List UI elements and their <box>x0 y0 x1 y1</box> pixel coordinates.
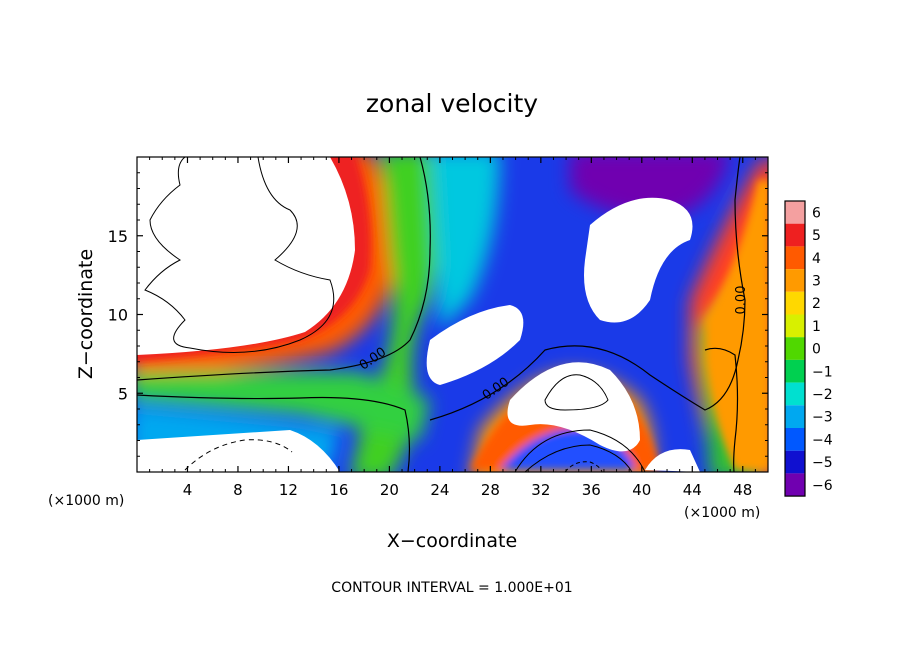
x-tick-label: 28 <box>481 481 500 499</box>
dashed-contour-bottom-mid <box>564 461 603 472</box>
inner-contour-left <box>144 157 335 353</box>
zero-contour-arc <box>429 157 746 421</box>
x-tick-label: 24 <box>430 481 449 499</box>
colorbar-swatch <box>785 359 805 383</box>
inner-contour-arc-2 <box>524 444 633 472</box>
colorbar-label: −3 <box>812 410 833 426</box>
colorbar-swatch <box>785 201 805 224</box>
x-tick-label: 36 <box>582 481 601 499</box>
inner-contour-arc <box>514 429 646 472</box>
colorbar-swatch <box>785 473 805 497</box>
x-tick-label: 48 <box>733 481 752 499</box>
contour-interval-note: CONTOUR INTERVAL = 1.000E+01 <box>331 580 572 596</box>
colorbar-swatch <box>785 246 805 270</box>
colorbar-label: 2 <box>812 296 821 312</box>
colorbar-swatch <box>785 405 805 428</box>
x-tick-label: 12 <box>279 481 298 499</box>
zero-contour-main <box>137 157 431 381</box>
x-tick-label: 20 <box>380 481 399 499</box>
colorbar-frame <box>784 200 806 497</box>
x-tick-label: 44 <box>683 481 702 499</box>
chart-title: zonal velocity <box>366 89 538 118</box>
saturated-regions <box>137 157 700 472</box>
colorbar-label: 1 <box>812 319 821 335</box>
colorbar-swatch <box>785 382 805 406</box>
colorbar: 6 5 4 3 2 1 0 −1 −2 −3 −4 −5 −6 <box>784 200 833 497</box>
colorbar-swatch <box>785 223 805 247</box>
colorbar-swatch <box>785 291 805 315</box>
x-unit-right: (×1000 m) <box>684 505 760 521</box>
colorbar-label: −1 <box>812 364 833 380</box>
contour-label: 0.00 <box>734 286 749 315</box>
x-tick-label: 8 <box>233 481 243 499</box>
x-unit-left: (×1000 m) <box>48 493 124 509</box>
y-axis-label: Z−coordinate <box>75 249 97 379</box>
colorbar-label: −4 <box>812 432 833 448</box>
x-axis: 4 8 12 16 20 24 28 32 36 40 44 48 <box>149 157 756 499</box>
y-tick-label: 10 <box>108 306 128 325</box>
zero-contour-right <box>704 347 739 472</box>
y-tick-label: 15 <box>108 227 128 246</box>
colorbar-label: 3 <box>812 273 821 289</box>
x-tick-label: 16 <box>329 481 348 499</box>
x-tick-label: 40 <box>632 481 651 499</box>
colorbar-label: −5 <box>812 455 833 471</box>
x-tick-label: 32 <box>531 481 550 499</box>
colorbar-swatch <box>785 314 805 338</box>
colorbar-swatch <box>785 450 805 474</box>
contour-lines <box>137 157 746 472</box>
colorbar-label: 4 <box>812 251 821 267</box>
dashed-contour-bottom-left <box>184 439 293 471</box>
colorbar-swatch <box>785 269 805 292</box>
colorbar-label: −6 <box>812 478 833 494</box>
colorbar-label: 0 <box>812 342 821 358</box>
colorbar-swatch <box>785 337 805 360</box>
colorbar-label: 6 <box>812 205 821 221</box>
colorbar-label: −2 <box>812 387 833 403</box>
x-axis-label: X−coordinate <box>387 530 517 552</box>
zero-contour-lower <box>137 394 411 472</box>
y-tick-label: 5 <box>118 384 128 403</box>
velocity-field <box>137 157 768 472</box>
colorbar-label: 5 <box>812 228 821 244</box>
colorbar-swatch <box>785 428 805 451</box>
y-axis: 5 10 15 <box>108 172 768 457</box>
inner-contour-center <box>544 374 609 411</box>
x-tick-label: 4 <box>183 481 193 499</box>
